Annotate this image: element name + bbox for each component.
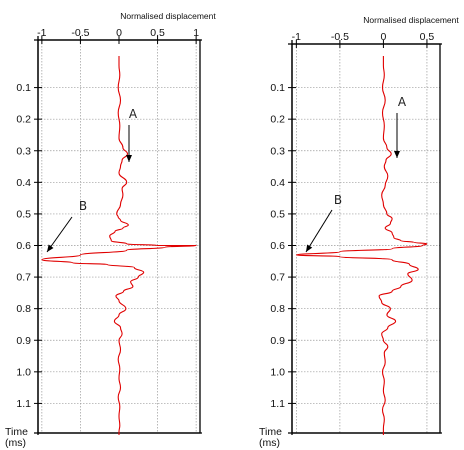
- chart-2-y-tick-label: 0.2: [270, 114, 285, 126]
- chart-1-y-axis-label: Time: [5, 426, 28, 438]
- chart-1-y-tick-label: 0.6: [16, 240, 31, 252]
- chart-2-x-tick-label: -1: [292, 31, 301, 43]
- chart-1-y-tick-label: 0.3: [16, 145, 31, 157]
- chart-2-x-tick-label: 0.5: [420, 31, 435, 43]
- chart-2-x-tick-label: -0.5: [331, 31, 349, 43]
- chart-1-annotation-label-a: A: [129, 107, 138, 121]
- chart-2-y-tick-label: 0.8: [270, 303, 285, 315]
- chart-1-y-tick-label: 0.9: [16, 335, 31, 347]
- chart-1-y-axis-label: (ms): [5, 437, 26, 449]
- chart-1-y-tick-label: 1.0: [16, 366, 31, 378]
- chart-2-y-tick-label: 0.4: [270, 177, 285, 189]
- chart-1-x-tick-label: 0.5: [150, 27, 165, 39]
- chart-2-annotation-label-b: B: [334, 193, 342, 207]
- chart-2-y-tick-label: 0.3: [270, 145, 285, 157]
- chart-1-annotation-arrow-b: [46, 216, 73, 253]
- chart-2-annotation-arrowhead-b: [306, 244, 313, 252]
- chart-1-x-tick-label: -0.5: [71, 27, 89, 39]
- chart-2-title: Normalised displacement: [363, 15, 459, 25]
- chart-1-y-tick-label: 0.1: [16, 82, 31, 94]
- chart-2-y-tick-label: 0.9: [270, 335, 285, 347]
- chart-1-annotation-label-b: B: [79, 199, 87, 213]
- chart-2-y-tick-label: 0.5: [270, 208, 285, 220]
- chart-2-y-tick-label: 1.0: [270, 366, 285, 378]
- chart-2-trace-line: [295, 56, 428, 435]
- chart-1-annotation-arrowhead-b: [47, 244, 54, 252]
- chart-1-y-tick-label: 0.7: [16, 272, 31, 284]
- chart-2-y-axis-label: Time: [259, 426, 282, 438]
- chart-1-x-tick-label: 0: [116, 27, 122, 39]
- chart-2-y-tick-label: 0.6: [270, 240, 285, 252]
- chart-2-x-tick-label: 0: [380, 31, 386, 43]
- chart-1-title: Normalised displacement: [120, 11, 216, 21]
- chart-1-y-tick-label: 0.5: [16, 208, 31, 220]
- chart-2-y-tick-label: 0.1: [270, 82, 285, 94]
- chart-1-trace-line: [41, 55, 197, 435]
- chart-1-y-tick-label: 0.2: [16, 114, 31, 126]
- chart-2-annotation-arrow-b: [305, 209, 333, 253]
- chart-2-annotation-label-a: A: [398, 95, 407, 109]
- chart-1-x-tick-label: -1: [37, 27, 46, 39]
- chart-1-annotation-arrowhead-a: [126, 155, 132, 162]
- chart-2-annotation-arrowhead-a: [394, 151, 400, 158]
- chart-1-y-tick-label: 1.1: [16, 398, 31, 410]
- chart-1-y-tick-label: 0.4: [16, 177, 31, 189]
- chart-1-x-tick-label: 1: [193, 27, 199, 39]
- chart-1-y-tick-label: 0.8: [16, 303, 31, 315]
- chart-2-y-tick-label: 1.1: [270, 398, 285, 410]
- chart-2-y-tick-label: 0.7: [270, 272, 285, 284]
- chart-2-y-axis-label: (ms): [259, 437, 280, 449]
